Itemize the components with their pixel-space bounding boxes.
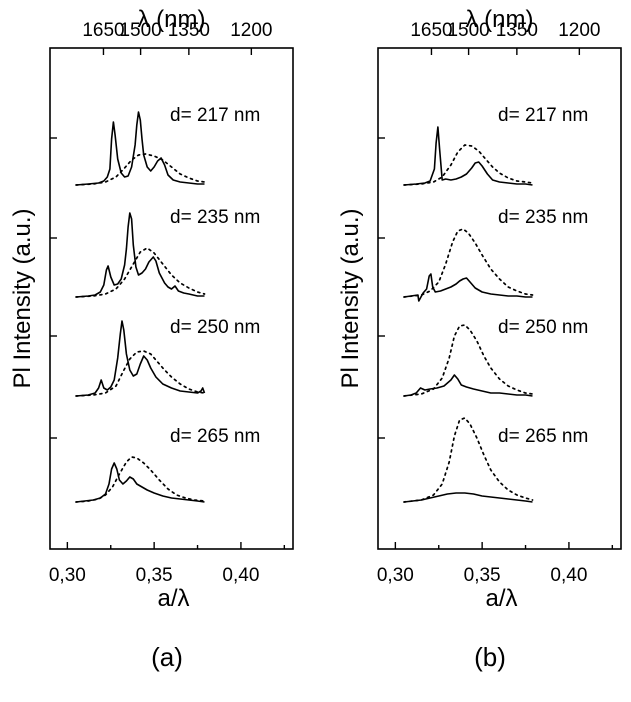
curve-label: d= 217 nm	[498, 105, 588, 126]
spectrum-solid	[403, 273, 533, 302]
spectrum-dotted	[75, 456, 206, 503]
spectrum-group: d= 217 nm	[403, 105, 588, 186]
spectrum-solid	[75, 212, 205, 298]
spectrum-dotted	[75, 153, 206, 186]
curve-label: d= 250 nm	[170, 317, 260, 338]
plot-frame	[49, 47, 294, 550]
top-axis-title: λ (nm)	[138, 6, 206, 33]
x-tick-label: 0,35	[464, 565, 501, 586]
spectrum-solid	[403, 492, 533, 503]
y-axis-title: Pl Intensity (a.u.)	[337, 208, 364, 388]
top-axis-title: λ (nm)	[466, 6, 534, 33]
curve-label: d= 265 nm	[170, 426, 260, 447]
spectrum-group: d= 235 nm	[403, 207, 588, 302]
x-axis-title: a/λ	[157, 585, 189, 612]
spectrum-dotted	[75, 246, 206, 298]
spectrum-group: d= 265 nm	[75, 426, 260, 503]
spectrum-solid	[75, 320, 206, 397]
top-tick-label: 1500	[447, 20, 489, 41]
top-tick-label: 1650	[82, 20, 124, 41]
spectrum-solid	[75, 111, 205, 186]
panel-label: (b)	[474, 642, 506, 672]
spectrum-group: d= 217 nm	[75, 105, 260, 186]
spectrum-group: d= 250 nm	[403, 317, 588, 397]
top-tick-label: 1200	[230, 20, 272, 41]
spectrum-group: d= 235 nm	[75, 207, 260, 298]
x-tick-label: 0,35	[136, 565, 173, 586]
x-tick-label: 0,30	[377, 565, 414, 586]
spectrum-dotted	[75, 350, 206, 397]
panel-label: (a)	[151, 642, 183, 672]
spectrum-dotted	[403, 144, 534, 186]
spectrum-solid	[403, 126, 533, 186]
y-axis-title: Pl Intensity (a.u.)	[9, 208, 36, 388]
spectrum-group: d= 265 nm	[403, 416, 588, 503]
spectrum-solid	[403, 374, 533, 397]
spectrum-group: d= 250 nm	[75, 317, 260, 397]
curve-label: d= 265 nm	[498, 426, 588, 447]
plot-frame	[377, 47, 622, 550]
spectrum-solid	[75, 462, 205, 503]
top-tick-label: 1350	[168, 20, 210, 41]
x-tick-label: 0,30	[49, 565, 86, 586]
curve-label: d= 235 nm	[170, 207, 260, 228]
spectrum-dotted	[403, 416, 534, 503]
x-axis-title: a/λ	[485, 585, 517, 612]
curve-label: d= 217 nm	[170, 105, 260, 126]
top-tick-label: 1200	[558, 20, 600, 41]
top-tick-label: 1500	[119, 20, 161, 41]
spectrum-dotted	[403, 228, 534, 298]
curve-label: d= 250 nm	[498, 317, 588, 338]
curve-label: d= 235 nm	[498, 207, 588, 228]
x-tick-label: 0,40	[222, 565, 259, 586]
top-tick-label: 1350	[496, 20, 538, 41]
x-tick-label: 0,40	[550, 565, 587, 586]
top-tick-label: 1650	[410, 20, 452, 41]
